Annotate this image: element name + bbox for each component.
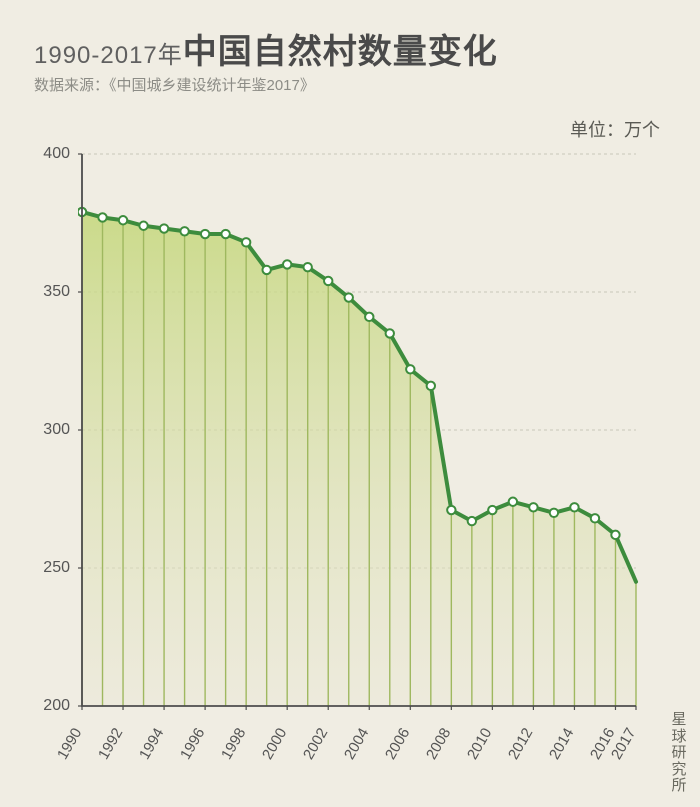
x-tick-label: 2006 xyxy=(382,725,413,762)
x-tick-label: 2008 xyxy=(423,725,454,762)
x-tick-label: 1992 xyxy=(95,725,126,762)
x-tick-label: 2004 xyxy=(341,725,372,762)
y-tick-label: 200 xyxy=(43,697,70,715)
x-tick-label: 1998 xyxy=(218,725,249,762)
credit-label: 星球研究所 xyxy=(670,712,688,795)
x-tick-label: 2010 xyxy=(464,725,495,762)
y-tick-label: 300 xyxy=(43,421,70,439)
chart-area: 200250300350400 xyxy=(34,150,640,710)
x-tick-label: 2012 xyxy=(505,725,536,762)
title-prefix: 1990-2017年 xyxy=(34,42,183,69)
chart-title: 1990-2017年中国自然村数量变化 xyxy=(34,24,498,73)
chart-svg xyxy=(78,150,640,710)
x-tick-label: 1994 xyxy=(136,725,167,762)
x-tick-label: 2014 xyxy=(546,725,577,762)
x-tick-label: 2002 xyxy=(300,725,331,762)
plot-area xyxy=(78,150,640,710)
y-tick-label: 250 xyxy=(43,559,70,577)
x-axis-labels: 1990199219941996199820002002200420062008… xyxy=(78,712,640,782)
source-subtitle: 数据来源：《中国城乡建设统计年鉴2017》 xyxy=(34,74,315,95)
y-axis-labels: 200250300350400 xyxy=(34,150,74,710)
x-tick-label: 2000 xyxy=(259,725,290,762)
chart-container: 1990-2017年中国自然村数量变化 数据来源：《中国城乡建设统计年鉴2017… xyxy=(0,0,700,807)
y-tick-label: 400 xyxy=(43,145,70,163)
x-tick-label: 1996 xyxy=(177,725,208,762)
title-main: 中国自然村数量变化 xyxy=(183,33,498,71)
unit-label: 单位：万个 xyxy=(570,116,660,142)
y-tick-label: 350 xyxy=(43,283,70,301)
x-tick-label: 1990 xyxy=(54,725,85,762)
